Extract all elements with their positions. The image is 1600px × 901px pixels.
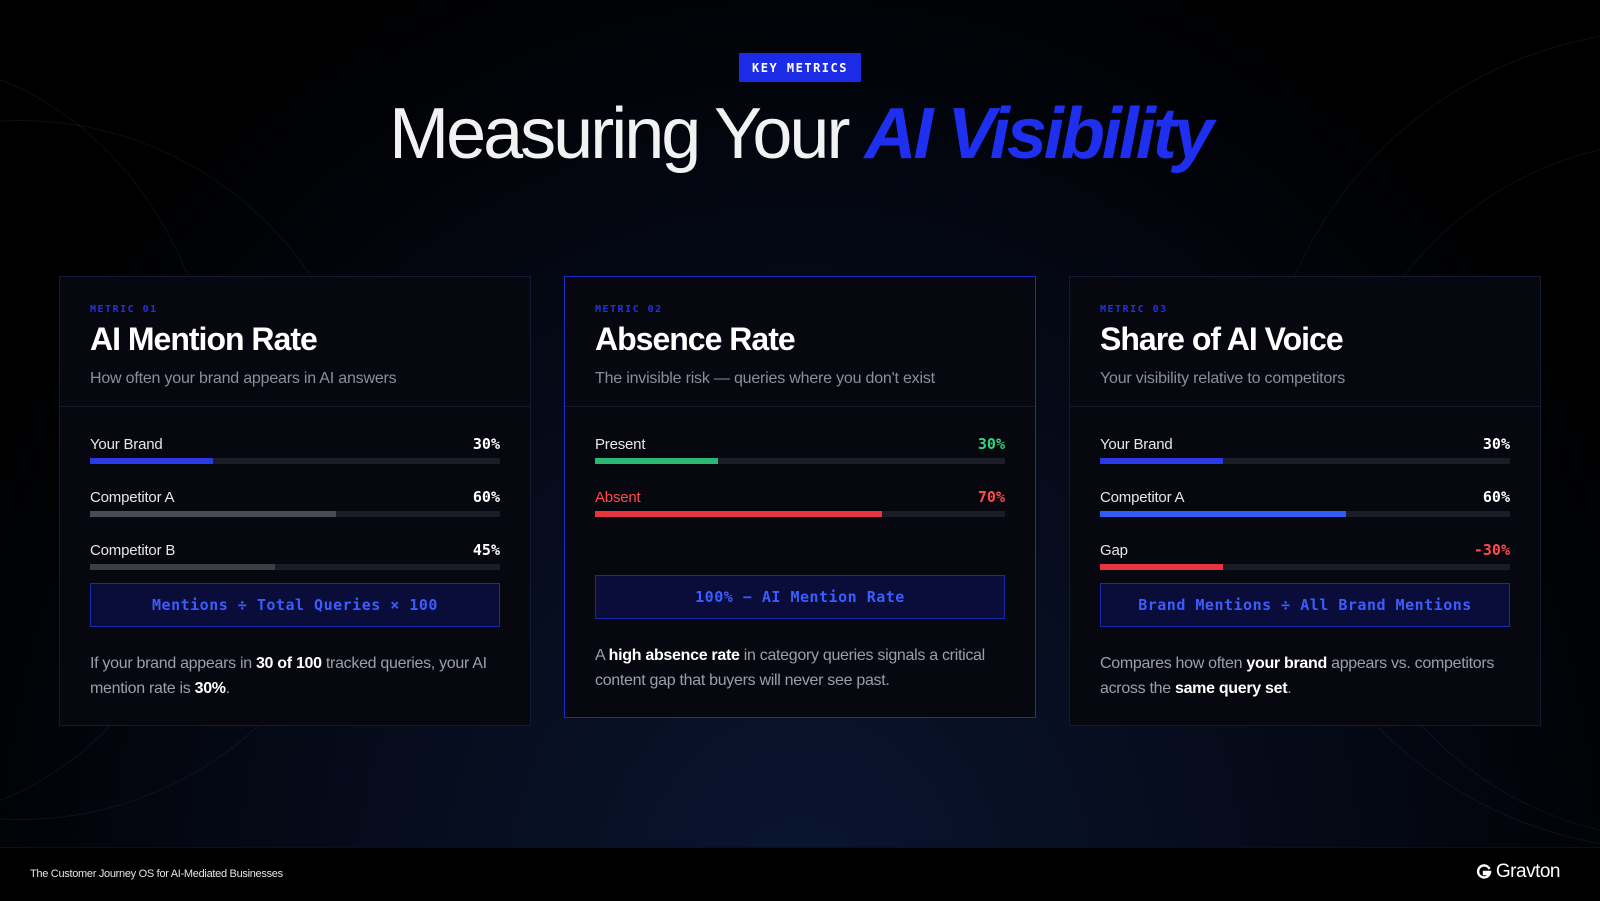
bar-label: Competitor A xyxy=(90,489,175,506)
gravton-logo-icon xyxy=(1476,864,1492,879)
bar-track xyxy=(1100,458,1510,464)
bar-row: Your Brand 30% xyxy=(90,431,500,464)
bar-track xyxy=(90,564,500,570)
bar-value: 45% xyxy=(472,541,500,559)
formula-box: Brand Mentions ÷ All Brand Mentions xyxy=(1100,583,1510,627)
bar-label: Competitor A xyxy=(1100,489,1185,506)
bar-label: Absent xyxy=(595,489,641,506)
bar-row: Your Brand 30% xyxy=(1100,431,1510,464)
bar-value: 60% xyxy=(1482,488,1510,506)
brand-logo: Gravton xyxy=(1476,861,1561,883)
bar-row: Competitor A 60% xyxy=(90,484,500,517)
bar-fill xyxy=(1100,564,1223,570)
bar-value: 30% xyxy=(472,435,500,453)
bar-label: Your Brand xyxy=(1100,436,1173,453)
bar-fill xyxy=(90,458,213,464)
bar-value: 30% xyxy=(977,435,1005,453)
metric-tag: METRIC 03 xyxy=(1100,304,1168,315)
bar-value: -30% xyxy=(1473,541,1510,559)
footer: The Customer Journey OS for AI-Mediated … xyxy=(0,847,1600,901)
bar-track xyxy=(90,511,500,517)
bar-row: Competitor B 45% xyxy=(90,537,500,570)
metric-card-absence-rate: METRIC 02 Absence Rate The invisible ris… xyxy=(564,276,1036,718)
bar-label: Present xyxy=(595,436,646,453)
bar-fill xyxy=(90,564,275,570)
card-subtitle: The invisible risk — queries where you d… xyxy=(595,370,935,387)
bar-row: Gap -30% xyxy=(1100,537,1510,570)
footer-tagline: The Customer Journey OS for AI-Mediated … xyxy=(30,868,283,880)
bar-track xyxy=(595,511,1005,517)
card-description: Compares how often your brand appears vs… xyxy=(1100,655,1495,697)
card-title: AI Mention Rate xyxy=(90,321,318,357)
brand-name: Gravton xyxy=(1495,861,1561,882)
bar-fill xyxy=(1100,458,1223,464)
card-description: If your brand appears in 30 of 100 track… xyxy=(90,655,487,697)
bar-label: Gap xyxy=(1100,542,1128,559)
card-title: Absence Rate xyxy=(595,321,796,357)
bar-label: Competitor B xyxy=(90,542,176,559)
bar-label: Your Brand xyxy=(90,436,163,453)
bar-fill xyxy=(90,511,336,517)
bar-track xyxy=(595,458,1005,464)
bar-list: Present 30% Absent 70% xyxy=(565,407,1035,575)
bar-fill xyxy=(595,511,882,517)
card-description: A high absence rate in category queries … xyxy=(595,647,985,689)
bar-row: Competitor A 60% xyxy=(1100,484,1510,517)
card-subtitle: How often your brand appears in AI answe… xyxy=(90,370,397,387)
bar-row: Absent 70% xyxy=(595,484,1005,517)
bar-row: Present 30% xyxy=(595,431,1005,464)
bar-value: 30% xyxy=(1482,435,1510,453)
bar-track xyxy=(1100,564,1510,570)
bar-value: 70% xyxy=(977,488,1005,506)
metric-tag: METRIC 02 xyxy=(595,304,663,315)
card-subtitle: Your visibility relative to competitors xyxy=(1100,370,1346,387)
metric-card-share-of-voice: METRIC 03 Share of AI Voice Your visibil… xyxy=(1069,276,1541,726)
bar-list: Your Brand 30% Competitor A 60% Gap -30% xyxy=(1070,407,1540,583)
bar-list: Your Brand 30% Competitor A 60% Competit… xyxy=(60,407,530,583)
card-title: Share of AI Voice xyxy=(1100,321,1344,357)
metric-tag: METRIC 01 xyxy=(90,304,158,315)
formula-box: Mentions ÷ Total Queries × 100 xyxy=(90,583,500,627)
bar-fill xyxy=(1100,511,1346,517)
bar-track xyxy=(90,458,500,464)
page-title: Measuring Your AI Visibility xyxy=(0,92,1600,176)
title-accent: AI Visibility xyxy=(864,94,1213,174)
section-badge: KEY METRICS xyxy=(739,53,861,82)
bar-track xyxy=(1100,511,1510,517)
bar-fill xyxy=(595,458,718,464)
metric-card-mention-rate: METRIC 01 AI Mention Rate How often your… xyxy=(59,276,531,726)
title-plain: Measuring Your xyxy=(389,94,850,174)
bar-value: 60% xyxy=(472,488,500,506)
formula-box: 100% − AI Mention Rate xyxy=(595,575,1005,619)
